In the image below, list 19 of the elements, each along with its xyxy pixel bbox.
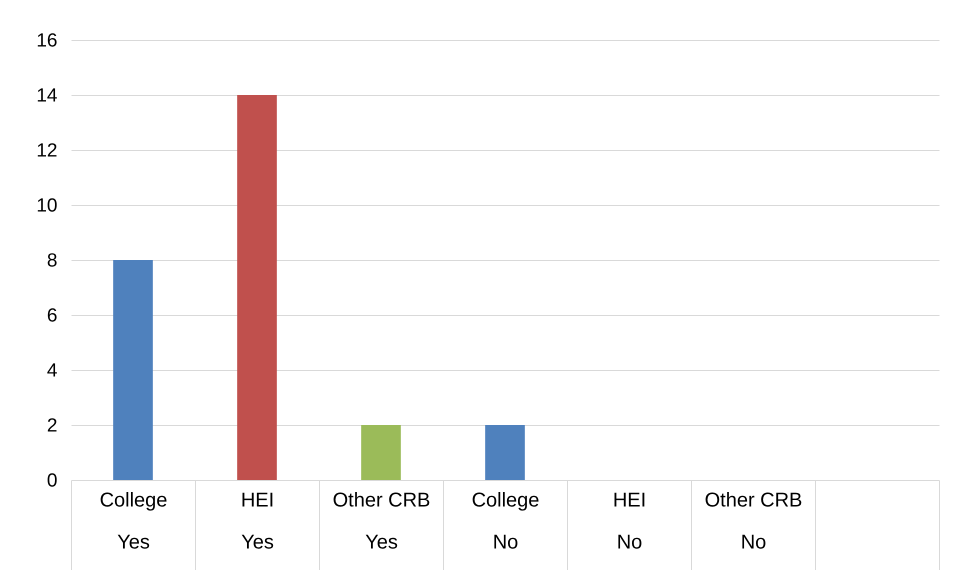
bar (113, 260, 153, 480)
y-tick-label: 2 (46, 416, 58, 436)
x-tick-label: College No (472, 490, 540, 554)
y-tick-label: 4 (46, 360, 58, 382)
bar (237, 95, 277, 480)
x-tick-label: Other CRB No (704, 490, 802, 554)
y-tick-label: 16 (36, 30, 58, 52)
x-tick-label: College Yes (100, 490, 168, 554)
y-tick-label: 0 (46, 470, 58, 492)
y-tick-label: 10 (36, 196, 58, 216)
x-tick-label: Other CRB Yes (332, 490, 430, 554)
y-tick-label: 12 (36, 140, 58, 162)
x-tick-label: HEI Yes (240, 490, 274, 554)
y-tick-label: 6 (46, 306, 58, 326)
bar (361, 425, 401, 480)
x-tick-label: HEI No (612, 490, 646, 554)
y-tick-label: 8 (46, 250, 58, 272)
y-tick-label: 14 (36, 86, 58, 106)
bar (485, 425, 525, 480)
